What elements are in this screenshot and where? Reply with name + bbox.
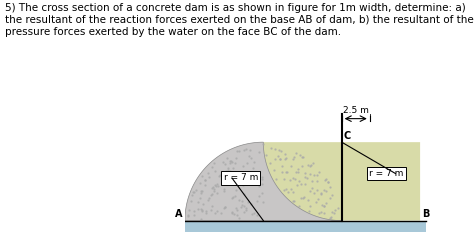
Polygon shape	[185, 142, 342, 221]
Text: 5) The cross section of a concrete dam is as shown in figure for 1m width, deter: 5) The cross section of a concrete dam i…	[5, 3, 474, 37]
Text: 2.5 m: 2.5 m	[343, 106, 369, 115]
Polygon shape	[263, 142, 420, 221]
Text: A: A	[175, 209, 182, 219]
Text: B: B	[422, 209, 430, 219]
Text: r = 7 m: r = 7 m	[369, 169, 404, 178]
Polygon shape	[182, 221, 426, 232]
Text: C: C	[343, 131, 351, 141]
Text: r = 7 m: r = 7 m	[224, 173, 258, 183]
